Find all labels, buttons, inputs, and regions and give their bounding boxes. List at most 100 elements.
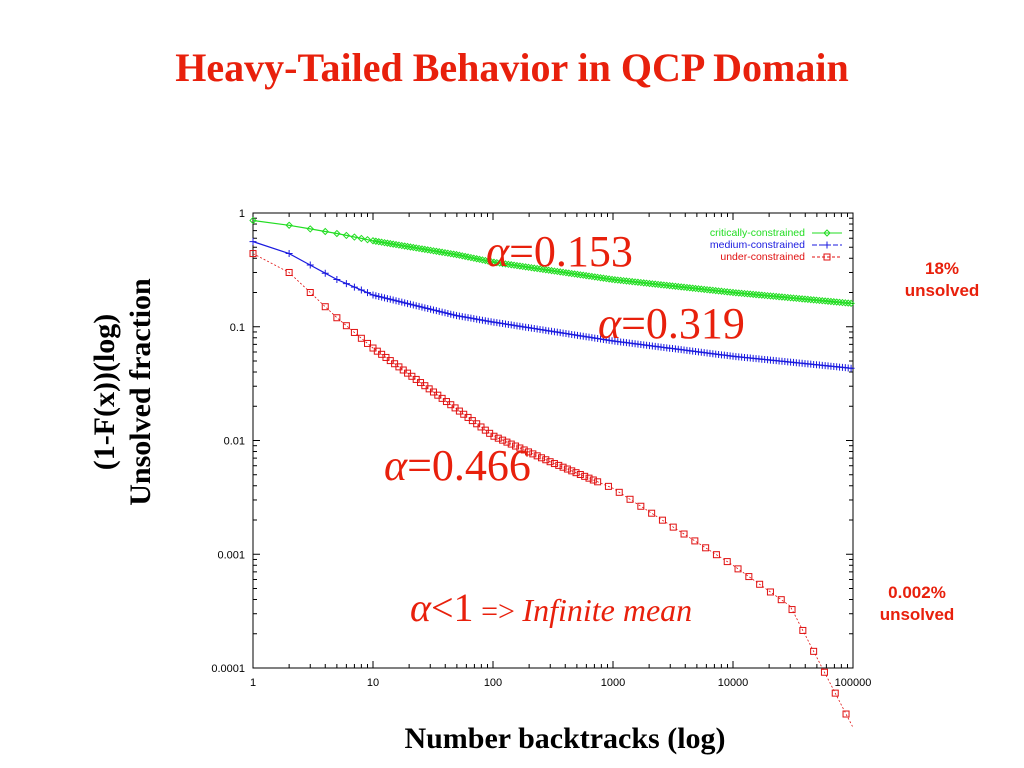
data-point bbox=[572, 469, 580, 477]
data-point bbox=[364, 339, 372, 347]
data-point bbox=[357, 334, 365, 342]
data-point bbox=[438, 308, 446, 316]
data-point bbox=[614, 276, 622, 284]
data-point bbox=[700, 285, 708, 294]
data-point bbox=[631, 278, 639, 286]
data-point bbox=[714, 287, 723, 295]
data-point bbox=[729, 288, 737, 297]
data-point bbox=[640, 279, 648, 287]
data-point bbox=[581, 472, 589, 480]
data-point bbox=[533, 452, 541, 460]
implies-arrow: => bbox=[473, 595, 523, 628]
axis-ticks: 1 10 100 1000 10000 100000 1 0.1 0.01 0.001 0.0001 bbox=[211, 208, 871, 689]
data-point bbox=[342, 231, 351, 240]
data-point bbox=[642, 279, 651, 287]
data-point bbox=[807, 295, 815, 304]
data-point bbox=[285, 250, 293, 258]
data-point bbox=[507, 440, 515, 448]
data-point bbox=[412, 302, 420, 310]
data-point bbox=[824, 297, 832, 305]
data-point bbox=[503, 438, 511, 446]
data-point bbox=[823, 253, 831, 261]
note-bottom-line1: 0.002% bbox=[888, 583, 946, 602]
data-point bbox=[769, 292, 778, 300]
data-point bbox=[321, 227, 329, 236]
data-point bbox=[611, 276, 619, 284]
data-point bbox=[450, 311, 458, 319]
x-axis-label: Number backtracks (log) bbox=[404, 722, 726, 755]
data-point bbox=[604, 482, 612, 490]
series-medium-constrained bbox=[249, 238, 855, 372]
infinite-mean-text: Infinite mean bbox=[522, 592, 693, 628]
series-critically-constrained bbox=[249, 216, 855, 308]
y-tick-label: 0.001 bbox=[217, 549, 245, 561]
data-point bbox=[637, 278, 645, 287]
data-point bbox=[559, 463, 567, 471]
data-point bbox=[516, 444, 524, 452]
data-point bbox=[756, 580, 764, 588]
data-point bbox=[406, 300, 414, 308]
data-point bbox=[809, 296, 818, 304]
data-point bbox=[481, 317, 489, 325]
data-point bbox=[648, 280, 657, 288]
x-tick-label: 100 bbox=[484, 677, 502, 689]
data-point bbox=[542, 456, 550, 464]
alpha-symbol: α bbox=[598, 299, 622, 348]
data-point bbox=[842, 710, 850, 718]
data-point bbox=[525, 448, 533, 456]
data-point bbox=[789, 294, 798, 302]
data-point bbox=[306, 289, 314, 297]
data-point bbox=[386, 295, 394, 303]
data-point bbox=[703, 286, 711, 294]
data-point bbox=[658, 516, 666, 524]
data-point bbox=[847, 299, 855, 308]
data-point bbox=[520, 446, 528, 454]
data-point bbox=[568, 467, 576, 475]
data-point bbox=[835, 298, 844, 307]
data-point bbox=[512, 442, 520, 450]
data-point bbox=[821, 297, 829, 305]
data-point bbox=[712, 551, 720, 559]
data-point bbox=[441, 309, 449, 317]
data-point bbox=[585, 474, 593, 482]
data-point bbox=[823, 229, 831, 237]
data-point bbox=[766, 588, 774, 596]
data-point bbox=[660, 281, 668, 289]
data-point bbox=[799, 626, 807, 634]
data-point bbox=[555, 461, 563, 469]
data-point bbox=[476, 316, 484, 324]
data-point bbox=[333, 314, 341, 322]
legend: critically-constrainedmedium-constrained… bbox=[710, 227, 842, 263]
data-point bbox=[720, 287, 729, 296]
data-point bbox=[429, 306, 437, 314]
x-tick-label: 10 bbox=[367, 677, 379, 689]
data-point bbox=[668, 282, 677, 290]
data-point bbox=[743, 290, 752, 298]
data-point bbox=[749, 290, 757, 299]
data-point bbox=[745, 573, 753, 581]
data-point bbox=[841, 299, 850, 307]
data-point bbox=[686, 284, 694, 292]
note-top-line2: unsolved bbox=[904, 281, 980, 300]
data-point bbox=[389, 296, 397, 304]
data-point bbox=[342, 322, 350, 330]
data-point bbox=[818, 297, 826, 305]
data-point bbox=[775, 293, 783, 301]
data-point bbox=[691, 284, 700, 293]
data-point bbox=[637, 502, 645, 510]
data-point bbox=[424, 305, 432, 313]
data-point bbox=[651, 280, 659, 288]
data-point bbox=[589, 476, 597, 484]
data-point bbox=[665, 281, 674, 290]
series-under-constrained bbox=[249, 250, 853, 727]
data-point bbox=[820, 668, 828, 676]
data-point bbox=[381, 294, 389, 302]
data-point bbox=[458, 313, 466, 321]
data-point bbox=[467, 314, 475, 322]
data-point bbox=[306, 225, 314, 233]
data-point bbox=[628, 277, 636, 286]
data-point bbox=[285, 221, 293, 229]
alpha-under-value: =0.466 bbox=[407, 441, 531, 490]
alpha-symbol: α bbox=[486, 227, 510, 276]
data-point bbox=[777, 596, 785, 604]
